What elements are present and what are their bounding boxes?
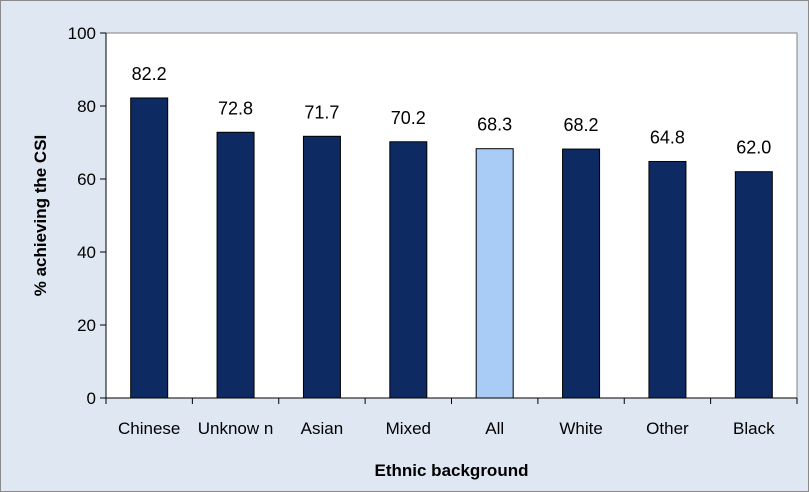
x-tick-label: White bbox=[559, 419, 602, 438]
x-axis-title: Ethnic background bbox=[375, 461, 529, 480]
y-tick-label: 60 bbox=[77, 170, 96, 189]
x-tick-label: All bbox=[485, 419, 504, 438]
bar-chinese bbox=[130, 97, 169, 399]
bar-asian bbox=[302, 135, 341, 399]
x-tick-label: Other bbox=[646, 419, 689, 438]
y-axis-title: % achieving the CSI bbox=[31, 135, 50, 297]
x-tick-label: Unknow n bbox=[198, 419, 274, 438]
y-axis-ticks: 0 20 40 60 80 100 bbox=[68, 24, 106, 408]
data-label: 72.8 bbox=[218, 98, 253, 118]
x-tick-label: Black bbox=[733, 419, 775, 438]
bar-white bbox=[562, 148, 601, 399]
data-label: 82.2 bbox=[132, 64, 167, 84]
y-tick-label: 80 bbox=[77, 97, 96, 116]
data-label: 70.2 bbox=[391, 108, 426, 128]
y-tick-label: 20 bbox=[77, 316, 96, 335]
bar-mixed bbox=[389, 141, 428, 399]
bars: 82.2 72.8 71.7 70.2 68.3 68.2 64.8 62.0 bbox=[130, 64, 773, 399]
plot-area bbox=[105, 32, 798, 399]
y-tick-label: 100 bbox=[68, 24, 96, 43]
data-label: 71.7 bbox=[304, 102, 339, 122]
data-label: 68.3 bbox=[477, 115, 512, 135]
bar-black bbox=[734, 171, 773, 399]
x-tick-label: Mixed bbox=[386, 419, 431, 438]
bar-unknow-n bbox=[216, 131, 255, 399]
data-label: 64.8 bbox=[650, 127, 685, 147]
bar-other bbox=[648, 160, 687, 399]
y-tick-label: 0 bbox=[87, 389, 96, 408]
data-label: 62.0 bbox=[736, 138, 771, 158]
x-tick-label: Asian bbox=[301, 419, 344, 438]
data-label: 68.2 bbox=[564, 115, 599, 135]
bar-all bbox=[475, 148, 514, 399]
x-axis-ticks: Chinese Unknow n Asian Mixed All White Other Bl… bbox=[105, 398, 798, 438]
x-tick-label: Chinese bbox=[118, 419, 180, 438]
y-tick-label: 40 bbox=[77, 243, 96, 262]
